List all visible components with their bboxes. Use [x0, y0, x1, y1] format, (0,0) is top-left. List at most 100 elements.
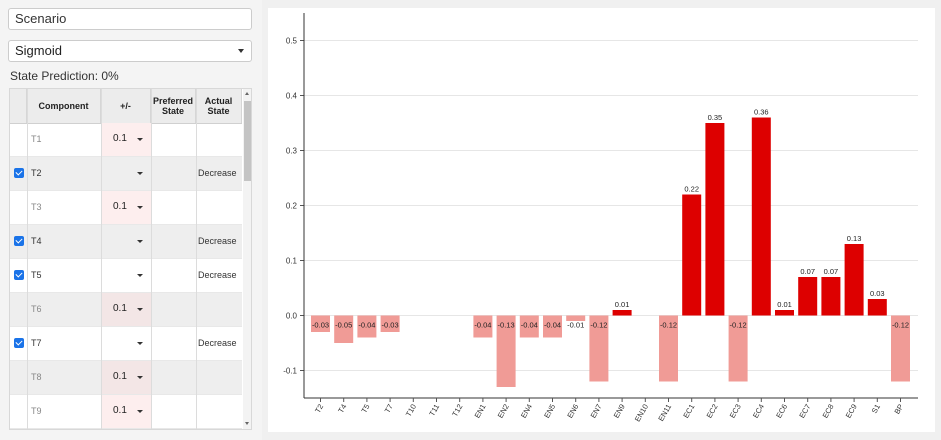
x-tick-label: EN9 — [612, 403, 627, 420]
x-tick-label: T4 — [336, 403, 348, 415]
header-component[interactable]: Component — [27, 89, 101, 123]
scroll-down-icon[interactable] — [245, 422, 249, 425]
row-checkbox[interactable] — [14, 168, 24, 178]
plusminus-cell[interactable] — [101, 225, 151, 258]
plusminus-cell[interactable] — [101, 259, 151, 292]
header-preferred-state[interactable]: Preferred State — [151, 89, 196, 123]
scenario-input[interactable]: Scenario — [8, 8, 252, 30]
table-row[interactable]: T1 0.1 — [10, 123, 242, 157]
bar — [844, 244, 864, 316]
row-checkbox[interactable] — [14, 372, 24, 382]
table-row[interactable]: T5 Decrease — [10, 259, 242, 293]
plusminus-cell[interactable]: 0.1 — [101, 361, 151, 394]
header-actual-line2: State — [207, 106, 230, 116]
chevron-down-icon — [238, 49, 244, 53]
component-name: T1 — [31, 134, 42, 144]
data-label: -0.05 — [335, 321, 352, 330]
bar — [380, 315, 400, 332]
scrollbar-thumb[interactable] — [244, 101, 251, 181]
bar — [357, 315, 377, 338]
bar — [728, 315, 748, 382]
plusminus-cell[interactable]: 0.1 — [101, 123, 151, 156]
data-label: -0.01 — [567, 321, 584, 330]
row-checkbox[interactable] — [14, 338, 24, 348]
x-tick-label: EN10 — [633, 403, 650, 424]
component-name: T7 — [31, 338, 42, 348]
chevron-down-icon[interactable] — [137, 308, 143, 311]
header-actual-state[interactable]: Actual State — [196, 89, 242, 123]
chevron-down-icon[interactable] — [137, 376, 143, 379]
x-tick-label: EN5 — [542, 403, 557, 420]
bar — [751, 117, 771, 316]
x-tick-label: EC6 — [774, 403, 789, 420]
x-tick-label: EC2 — [705, 403, 720, 420]
col-divider — [151, 89, 152, 429]
table-row[interactable]: T7 Decrease — [10, 327, 242, 361]
y-tick-label: 0.4 — [286, 92, 298, 101]
table-row[interactable]: T3 0.1 — [10, 191, 242, 225]
x-tick-label: EC7 — [797, 403, 812, 420]
x-tick-label: T7 — [383, 403, 395, 415]
row-checkbox[interactable] — [14, 270, 24, 280]
actual-state: Decrease — [198, 270, 237, 280]
data-label: 0.03 — [870, 289, 885, 298]
chevron-down-icon[interactable] — [137, 274, 143, 277]
x-tick-label: T10 — [404, 403, 418, 419]
x-tick-label: EN1 — [473, 403, 488, 420]
data-label: 0.35 — [708, 113, 723, 122]
x-tick-label: BP — [892, 403, 905, 416]
grid-scrollbar[interactable] — [243, 89, 251, 429]
table-row[interactable]: T9 0.1 — [10, 395, 242, 429]
row-checkbox[interactable] — [14, 304, 24, 314]
data-label: 0.07 — [800, 267, 815, 276]
plusminus-cell[interactable] — [101, 157, 151, 190]
data-label: -0.04 — [544, 321, 561, 330]
plusminus-cell[interactable]: 0.1 — [101, 293, 151, 326]
row-checkbox[interactable] — [14, 134, 24, 144]
table-row[interactable]: T6 0.1 — [10, 293, 242, 327]
y-tick-label: 0.5 — [286, 37, 298, 46]
bar — [867, 299, 887, 316]
scroll-up-icon[interactable] — [245, 92, 249, 95]
table-row[interactable]: T4 Decrease — [10, 225, 242, 259]
plusminus-value: 0.1 — [113, 405, 127, 416]
x-tick-label: T12 — [450, 403, 464, 419]
chevron-down-icon[interactable] — [137, 342, 143, 345]
y-tick-label: 0.3 — [286, 147, 298, 156]
bar — [311, 315, 330, 332]
plusminus-cell[interactable] — [101, 327, 151, 360]
plusminus-cell[interactable]: 0.1 — [101, 395, 151, 428]
y-tick-label: -0.1 — [283, 367, 297, 376]
table-row[interactable]: T2 Decrease — [10, 157, 242, 191]
actual-state: Decrease — [198, 168, 237, 178]
chevron-down-icon[interactable] — [137, 410, 143, 413]
col-divider — [27, 89, 28, 429]
x-tick-label: EC9 — [844, 403, 859, 420]
table-row[interactable]: T8 0.1 — [10, 361, 242, 395]
activation-select[interactable]: Sigmoid — [8, 40, 252, 62]
data-label: -0.12 — [590, 321, 607, 330]
bar — [589, 315, 609, 382]
col-divider — [196, 89, 197, 429]
row-checkbox[interactable] — [14, 406, 24, 416]
x-tick-label: EC1 — [681, 403, 696, 420]
chevron-down-icon[interactable] — [137, 206, 143, 209]
control-panel: Scenario Sigmoid State Prediction: 0% Co… — [0, 0, 262, 440]
chevron-down-icon[interactable] — [137, 172, 143, 175]
data-label: -0.04 — [358, 321, 375, 330]
component-name: T3 — [31, 202, 42, 212]
row-checkbox[interactable] — [14, 236, 24, 246]
chevron-down-icon[interactable] — [137, 240, 143, 243]
col-divider — [101, 89, 102, 429]
header-plusminus[interactable]: +/- — [101, 89, 151, 123]
row-checkbox[interactable] — [14, 202, 24, 212]
chevron-down-icon[interactable] — [137, 138, 143, 141]
bar — [891, 315, 910, 382]
component-name: T5 — [31, 270, 42, 280]
x-tick-label: EN2 — [496, 403, 511, 420]
data-label: 0.13 — [847, 234, 862, 243]
data-label: 0.01 — [777, 300, 792, 309]
plusminus-value: 0.1 — [113, 303, 127, 314]
actual-state: Decrease — [198, 236, 237, 246]
plusminus-cell[interactable]: 0.1 — [101, 191, 151, 224]
